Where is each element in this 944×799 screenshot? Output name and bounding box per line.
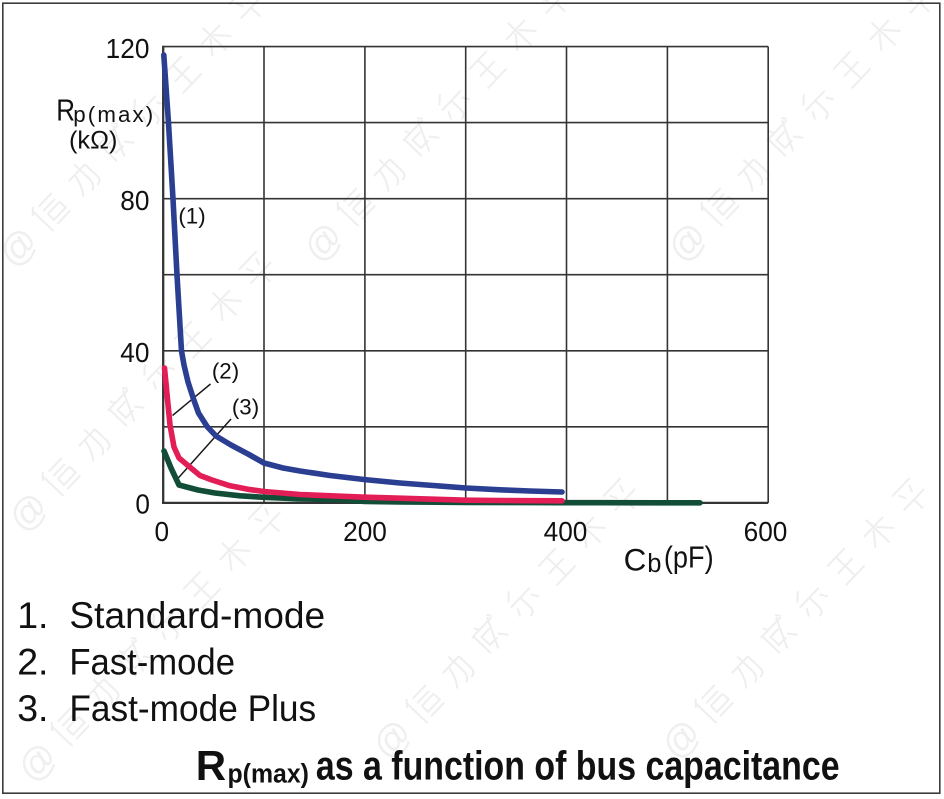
svg-text:80: 80: [120, 184, 149, 216]
svg-text:as a function of bus capacitan: as a function of bus capacitance: [316, 742, 840, 788]
svg-text:C: C: [624, 542, 647, 577]
svg-text:2.: 2.: [17, 641, 48, 683]
svg-text:0: 0: [155, 515, 170, 547]
svg-text:(1): (1): [178, 203, 205, 228]
svg-text:p(max): p(max): [228, 759, 309, 788]
svg-text:p(max): p(max): [73, 102, 155, 127]
svg-text:Fast-mode: Fast-mode: [69, 640, 235, 683]
svg-text:(3): (3): [232, 394, 259, 419]
svg-text:120: 120: [106, 32, 150, 64]
svg-text:3.: 3.: [17, 687, 48, 729]
svg-text:(2): (2): [212, 358, 239, 383]
svg-text:Standard-mode: Standard-mode: [69, 594, 325, 636]
svg-text:200: 200: [343, 515, 387, 547]
svg-text:40: 40: [120, 336, 149, 368]
svg-text:R: R: [196, 742, 226, 789]
svg-text:R: R: [56, 94, 75, 128]
svg-text:b: b: [647, 550, 661, 578]
svg-text:600: 600: [744, 515, 788, 547]
svg-text:1.: 1.: [17, 594, 48, 636]
svg-text:Fast-mode Plus: Fast-mode Plus: [69, 687, 316, 729]
svg-text:0: 0: [135, 488, 150, 520]
svg-text:400: 400: [544, 515, 588, 547]
svg-text:(kΩ): (kΩ): [69, 127, 117, 155]
svg-text:(pF): (pF): [664, 541, 714, 575]
